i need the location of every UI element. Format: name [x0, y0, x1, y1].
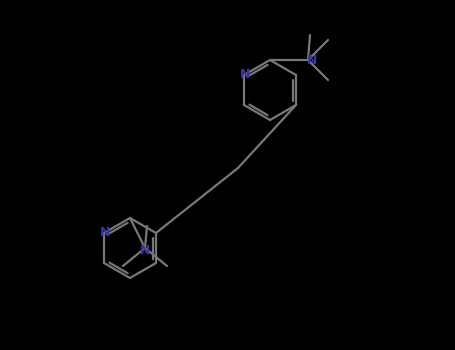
- Text: N: N: [140, 245, 150, 258]
- Text: N: N: [100, 226, 110, 239]
- Text: N: N: [307, 54, 317, 66]
- Text: N: N: [240, 69, 250, 82]
